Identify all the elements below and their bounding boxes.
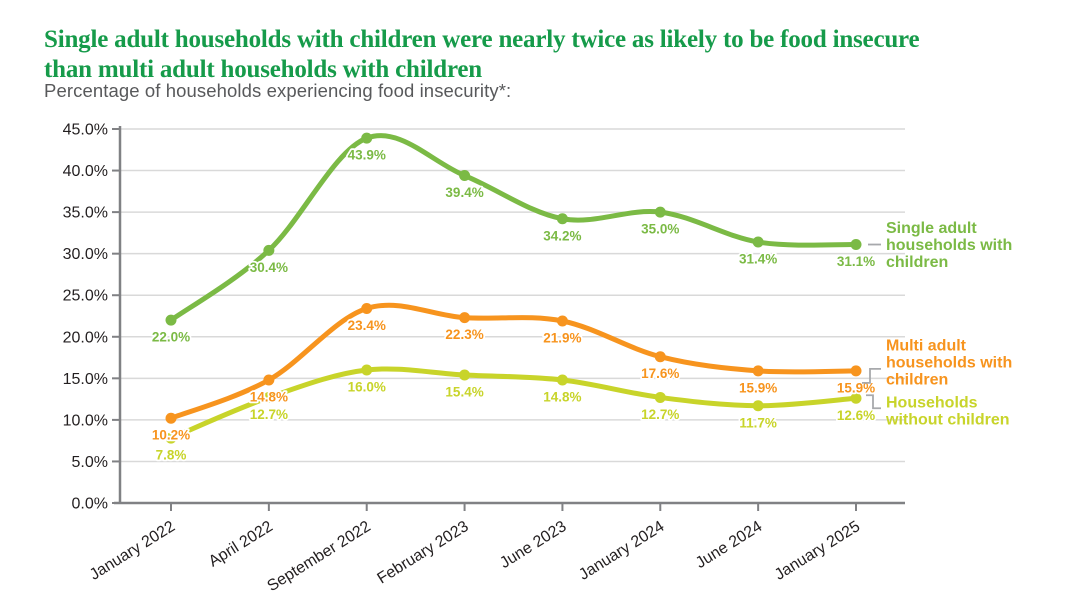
y-axis-label: 45.0% <box>63 122 108 139</box>
value-label: 23.4% <box>348 318 386 333</box>
value-label: 12.7% <box>641 407 679 422</box>
page-subtitle: Percentage of households experiencing fo… <box>44 80 512 101</box>
legend-label: children <box>886 254 948 271</box>
series-line <box>168 302 859 421</box>
data-point <box>556 213 568 225</box>
data-point <box>654 351 666 363</box>
y-axis-label: 25.0% <box>63 288 108 305</box>
page-title: Single adult households with children we… <box>44 25 920 85</box>
data-point <box>850 392 862 404</box>
data-point <box>165 314 177 326</box>
data-point <box>263 244 275 256</box>
page-title-line-1: Single adult households with children we… <box>44 25 920 53</box>
data-point <box>165 412 177 424</box>
y-axis-label: 15.0% <box>63 371 108 388</box>
data-point <box>752 236 764 248</box>
x-axis-label: January 2024 <box>576 518 667 584</box>
x-axis-label: April 2022 <box>206 518 276 571</box>
y-axis-label: 10.0% <box>63 412 108 429</box>
legend-label: households with <box>886 237 1012 254</box>
value-label: 31.4% <box>739 252 777 267</box>
x-axis-label: June 2024 <box>693 518 765 572</box>
y-axis-label: 20.0% <box>63 329 108 346</box>
value-label: 35.0% <box>641 222 679 237</box>
data-point <box>263 374 275 386</box>
value-label: 17.6% <box>641 366 679 381</box>
data-point <box>752 365 764 377</box>
value-label: 39.4% <box>445 185 483 200</box>
x-axis-label: February 2023 <box>374 518 471 588</box>
value-label: 15.9% <box>739 380 777 395</box>
data-point <box>361 132 373 144</box>
series-line <box>168 133 859 323</box>
value-label: 14.8% <box>250 389 288 404</box>
value-label: 21.9% <box>543 330 581 345</box>
y-axis-label: 30.0% <box>63 246 108 263</box>
y-axis-label: 40.0% <box>63 163 108 180</box>
legend-label: children <box>886 371 948 388</box>
value-label: 31.1% <box>837 254 875 269</box>
data-point <box>165 432 177 444</box>
x-axis-label: June 2023 <box>497 518 569 572</box>
value-label: 30.4% <box>250 260 288 275</box>
legend-label: Households <box>886 394 978 411</box>
data-point <box>850 239 862 251</box>
x-axis-label: September 2022 <box>264 518 373 595</box>
value-label: 22.0% <box>152 330 190 345</box>
data-point <box>654 391 666 403</box>
value-label: 15.4% <box>445 385 483 400</box>
data-point <box>752 400 764 412</box>
data-point <box>556 315 568 327</box>
value-label: 10.2% <box>152 428 190 443</box>
y-axis-label: 0.0% <box>72 496 108 513</box>
value-label: 14.8% <box>543 389 581 404</box>
data-point <box>263 391 275 403</box>
y-axis-label: 5.0% <box>72 454 108 471</box>
value-label: 12.7% <box>250 407 288 422</box>
value-label: 34.2% <box>543 228 581 243</box>
data-point <box>361 364 373 376</box>
value-label: 22.3% <box>445 327 483 342</box>
x-axis-label: January 2025 <box>772 518 863 584</box>
value-label: 16.0% <box>348 380 386 395</box>
data-point <box>361 303 373 315</box>
data-point <box>459 369 471 381</box>
value-label: 11.7% <box>739 415 777 430</box>
value-label: 43.9% <box>348 148 386 163</box>
legend-label: without children <box>885 411 1010 428</box>
data-point <box>459 170 471 182</box>
value-label: 7.8% <box>156 448 187 463</box>
legend-label: Single adult <box>886 220 977 237</box>
legend-label: Multi adult <box>886 337 967 354</box>
data-point <box>459 312 471 324</box>
value-label: 12.6% <box>837 408 875 423</box>
x-axis-label: January 2022 <box>87 518 178 584</box>
legend-connector <box>866 394 881 410</box>
data-point <box>654 206 666 218</box>
legend-label: households with <box>886 354 1012 371</box>
y-axis-label: 35.0% <box>63 205 108 222</box>
data-point <box>556 374 568 386</box>
data-point <box>850 365 862 377</box>
page-title-line-2: than multi adult households with childre… <box>44 55 482 83</box>
legend-connector <box>862 367 881 384</box>
